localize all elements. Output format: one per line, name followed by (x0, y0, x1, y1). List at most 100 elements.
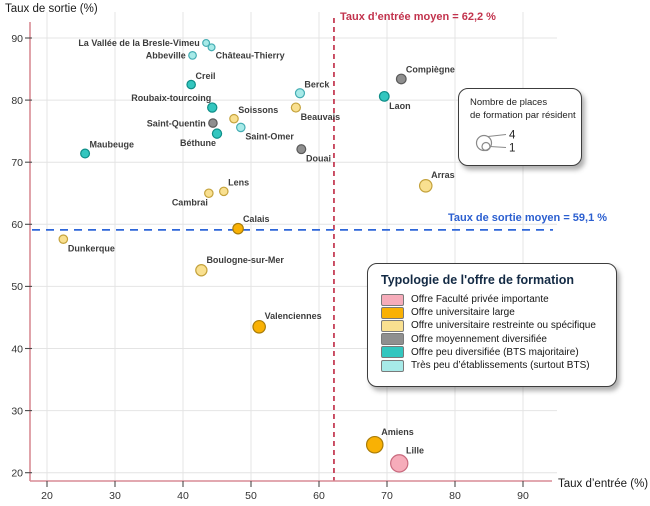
data-point-roubaix-tourcoing (207, 102, 218, 113)
city-label: Lille (406, 445, 424, 455)
city-label: Roubaix-tourcoing (131, 93, 211, 103)
city-label: Calais (243, 214, 270, 224)
x-tick-label: 40 (177, 490, 189, 502)
data-point-douai (296, 144, 307, 155)
city-label: Valenciennes (265, 311, 322, 321)
data-point-creil (186, 79, 196, 90)
x-tick-label: 70 (381, 490, 393, 502)
y-tick-label: 30 (11, 405, 23, 417)
city-label: Saint-Quentin (147, 118, 206, 128)
y-tick-label: 80 (11, 95, 23, 107)
y-tick-label: 90 (11, 33, 23, 45)
legend-swatch-universitaire_restreinte (381, 319, 404, 332)
data-point-valenciennes (252, 319, 266, 334)
legend-swatch-peu_diversifiee (381, 346, 404, 359)
x-tick-label: 20 (41, 490, 53, 502)
data-point-maubeuge (80, 148, 91, 159)
y-tick-label: 70 (11, 157, 23, 169)
city-label: Douai (306, 154, 331, 164)
city-label: Abbeville (146, 51, 186, 61)
legend-item-universitaire_large: Offre universitaire large (381, 306, 616, 319)
y-tick-label: 20 (11, 468, 23, 480)
legend-label: Offre universitaire large (411, 307, 515, 319)
data-point-amiens (365, 435, 384, 454)
legend-item-tres_peu_etablissements: Très peu d’établissements (surtout BTS) (381, 359, 616, 372)
city-label: Béthune (180, 138, 216, 148)
x-tick-label: 90 (517, 490, 529, 502)
data-point-soissons (229, 113, 239, 124)
data-point-ch-teau-thierry (207, 43, 216, 52)
size-legend-title-line2: de formation par résident (470, 109, 576, 121)
mean-exit-label: Taux de sortie moyen = 59,1 % (448, 212, 607, 224)
legend-item-faculte_privee: Offre Faculté privée importante (381, 293, 616, 306)
size-legend: Nombre de places de formation par réside… (458, 88, 582, 166)
size-legend-circles: 41 (475, 130, 516, 155)
data-point-saint-omer (236, 122, 246, 133)
y-tick-label: 60 (11, 219, 23, 231)
city-label: Berck (304, 79, 330, 89)
x-tick-label: 50 (245, 490, 257, 502)
typology-legend-title: Typologie de l'offre de formation (381, 273, 575, 287)
y-axis-title: Taux de sortie (%) (5, 3, 98, 15)
data-point-calais (232, 222, 244, 235)
city-label: Château-Thierry (216, 51, 285, 61)
city-label: Beauvais (301, 112, 341, 122)
data-point-arras (418, 178, 433, 193)
data-point-boulogne-sur-mer (195, 264, 208, 277)
x-tick-label: 60 (313, 490, 325, 502)
data-point-cambrai (204, 188, 214, 199)
y-tick-label: 50 (11, 281, 23, 293)
data-point-abbeville (188, 50, 197, 60)
legend-item-peu_diversifiee: Offre peu diversifiée (BTS majoritaire) (381, 346, 616, 359)
data-point-beauvais (290, 102, 301, 113)
legend-label: Offre universitaire restreinte ou spécif… (411, 320, 596, 332)
legend-item-moyennement_diversifiee: Offre moyennement diversifiée (381, 333, 616, 346)
legend-item-universitaire_restreinte: Offre universitaire restreinte ou spécif… (381, 319, 616, 332)
x-axis-title: Taux d’entrée (%) (558, 478, 649, 490)
x-tick-label: 80 (449, 490, 461, 502)
data-point-laon (378, 90, 390, 102)
data-point-berck (294, 88, 306, 99)
city-label: Laon (389, 101, 411, 111)
legend-label: Offre peu diversifiée (BTS majoritaire) (411, 346, 579, 358)
city-label: Soissons (238, 105, 278, 115)
city-label: Boulogne-sur-Mer (206, 255, 284, 265)
x-tick-label: 30 (109, 490, 121, 502)
data-point-lille (390, 454, 409, 473)
size-legend-title: Nombre de places de formation par réside… (470, 97, 581, 122)
data-point-la-vall-e-de-la-bresle-vimeu (202, 38, 211, 47)
city-label: Dunkerque (68, 243, 115, 253)
data-point-b-thune (211, 128, 223, 139)
data-point-dunkerque (58, 234, 69, 245)
size-circle-small (481, 141, 491, 152)
city-label: Arras (431, 170, 455, 180)
city-label: Lens (228, 178, 249, 188)
legend-label: Offre Faculté privée importante (411, 294, 549, 306)
size-value-small: 1 (509, 143, 515, 155)
legend-swatch-universitaire_large (381, 306, 404, 319)
data-point-compi-gne (395, 73, 407, 85)
city-label: Creil (195, 71, 215, 81)
typology-legend: Typologie de l'offre de formation Offre … (367, 263, 617, 387)
size-leader-line-small (489, 146, 507, 149)
city-label: La Vallée de la Bresle-Vimeu (78, 38, 199, 48)
mean-entry-label: Taux d’entrée moyen = 62,2 % (340, 11, 496, 23)
city-label: Amiens (381, 427, 414, 437)
city-label: Maubeuge (90, 140, 135, 150)
data-point-saint-quentin (208, 118, 218, 128)
size-leader-line-large (487, 134, 507, 138)
legend-swatch-moyennement_diversifiee (381, 333, 404, 346)
typology-legend-items: Offre Faculté privée importante Offre uni… (381, 293, 616, 372)
city-label: Cambrai (172, 197, 208, 207)
legend-label: Offre moyennement diversifiée (411, 333, 547, 345)
size-value-large: 4 (509, 130, 516, 142)
city-label: Compiègne (406, 65, 455, 75)
legend-label: Très peu d’établissements (surtout BTS) (411, 360, 590, 372)
size-legend-title-line1: Nombre de places (470, 97, 548, 108)
city-label: Saint-Omer (245, 132, 294, 142)
legend-swatch-faculte_privee (381, 293, 404, 306)
data-point-lens (219, 186, 229, 197)
legend-swatch-tres_peu_etablissements (381, 359, 404, 372)
